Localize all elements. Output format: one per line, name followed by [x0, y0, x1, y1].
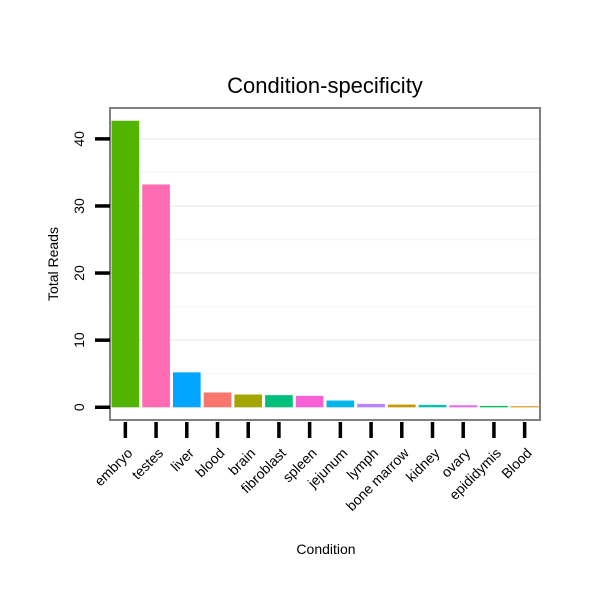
bar-fibroblast	[265, 395, 293, 408]
bar-lymph	[357, 403, 385, 408]
bar-embryo	[111, 120, 140, 408]
bar-spleen	[295, 395, 324, 408]
bars	[111, 120, 539, 408]
chart-title: Condition-specificity	[227, 73, 423, 98]
bar-jejunum	[326, 400, 355, 408]
x-tick-label: Blood	[498, 445, 535, 482]
y-axis-title: Total Reads	[45, 227, 61, 301]
y-tick-label: 20	[71, 265, 87, 281]
bar-liver	[172, 372, 201, 408]
x-axis-title: Condition	[296, 541, 355, 557]
bar-testes	[142, 184, 170, 408]
x-tick-label: testes	[128, 445, 166, 483]
y-tick-label: 40	[71, 131, 87, 147]
y-tick-label: 0	[71, 403, 87, 411]
y-tick-label: 10	[71, 332, 87, 348]
bar-brain	[234, 394, 263, 408]
bar-blood	[510, 406, 539, 408]
y-tick-label: 30	[71, 198, 87, 214]
bar-kidney	[418, 404, 447, 408]
x-tick-label: blood	[192, 445, 228, 481]
bar-blood	[203, 392, 232, 408]
x-tick-label: kidney	[403, 445, 443, 485]
panel-border	[109, 107, 541, 421]
bar-epididymis	[480, 405, 508, 408]
x-tick-label: embryo	[91, 445, 135, 489]
y-axis: 0 10 20 30 40	[71, 131, 110, 411]
bar-ovary	[449, 405, 478, 408]
grid-lines	[111, 137, 539, 409]
bar-bone-marrow	[387, 404, 416, 408]
